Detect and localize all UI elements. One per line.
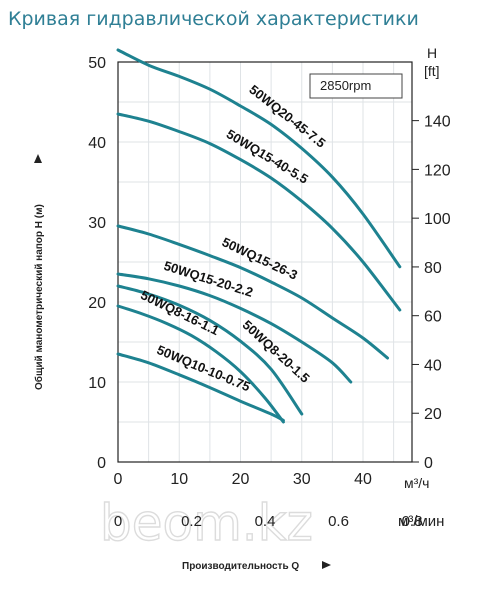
y-tick-label: 20 [88, 295, 106, 312]
curve-line [116, 112, 402, 312]
y-tick-label: 40 [88, 135, 106, 152]
right-tick-label: 120 [424, 162, 451, 179]
rpm-label: 2850rpm [320, 78, 371, 93]
right-tick-label: 0 [424, 455, 433, 472]
curve-line [116, 48, 402, 269]
x-axis-title: Производительность Q [182, 561, 299, 572]
curve-line [116, 224, 389, 360]
pump-curves [116, 48, 402, 424]
x-tick-label: 20 [232, 471, 250, 488]
right-tick-label: 100 [424, 211, 451, 228]
y-tick-label: 0 [97, 455, 106, 472]
right-tick-label: 140 [424, 114, 451, 131]
grid [118, 62, 412, 462]
x2-tick-label: 0.8 [402, 513, 423, 530]
y-axis-arrow [34, 154, 42, 163]
x-axis-arrow [322, 561, 331, 569]
y-tick-label: 10 [88, 375, 106, 392]
curve-line [116, 304, 285, 424]
right-axis-title-ft: [ft] [424, 63, 440, 79]
y-axis-title: Общий манометрический напор H (м) [33, 204, 45, 390]
page-title: Кривая гидравлической характеристики [8, 8, 419, 30]
curve-line [116, 352, 285, 422]
x-unit-label: м³/ч [404, 475, 429, 491]
right-tick-label: 80 [424, 260, 442, 277]
chart-frame [117, 61, 413, 463]
x2-tick-label: 0.4 [255, 513, 276, 530]
y-tick-label: 30 [88, 215, 106, 232]
right-tick-label: 60 [424, 309, 442, 326]
x2-tick-label: 0.6 [328, 513, 349, 530]
y-tick-label: 50 [88, 55, 106, 72]
plot-border [117, 61, 413, 463]
watermark: beom.kz [100, 494, 313, 552]
x-tick-label: 0 [114, 471, 123, 488]
x-tick-label: 40 [354, 471, 372, 488]
x-tick-label: 30 [293, 471, 311, 488]
x2-tick-label: 0.2 [181, 513, 202, 530]
right-tick-label: 40 [424, 357, 442, 374]
right-axis-title-h: H [427, 45, 437, 61]
right-tick-label: 20 [424, 406, 442, 423]
x2-tick-label: 0 [114, 513, 122, 530]
x2-unit-label: м³/мин [398, 513, 444, 530]
axis-ticks: 0 10 20 30 40 50 0 20 40 60 80 100 120 140 0 10 20 30 40 0 0… [88, 55, 451, 530]
curve-line [116, 284, 304, 416]
curve-line [116, 272, 353, 384]
rpm-box [309, 73, 403, 99]
x-tick-label: 10 [170, 471, 188, 488]
